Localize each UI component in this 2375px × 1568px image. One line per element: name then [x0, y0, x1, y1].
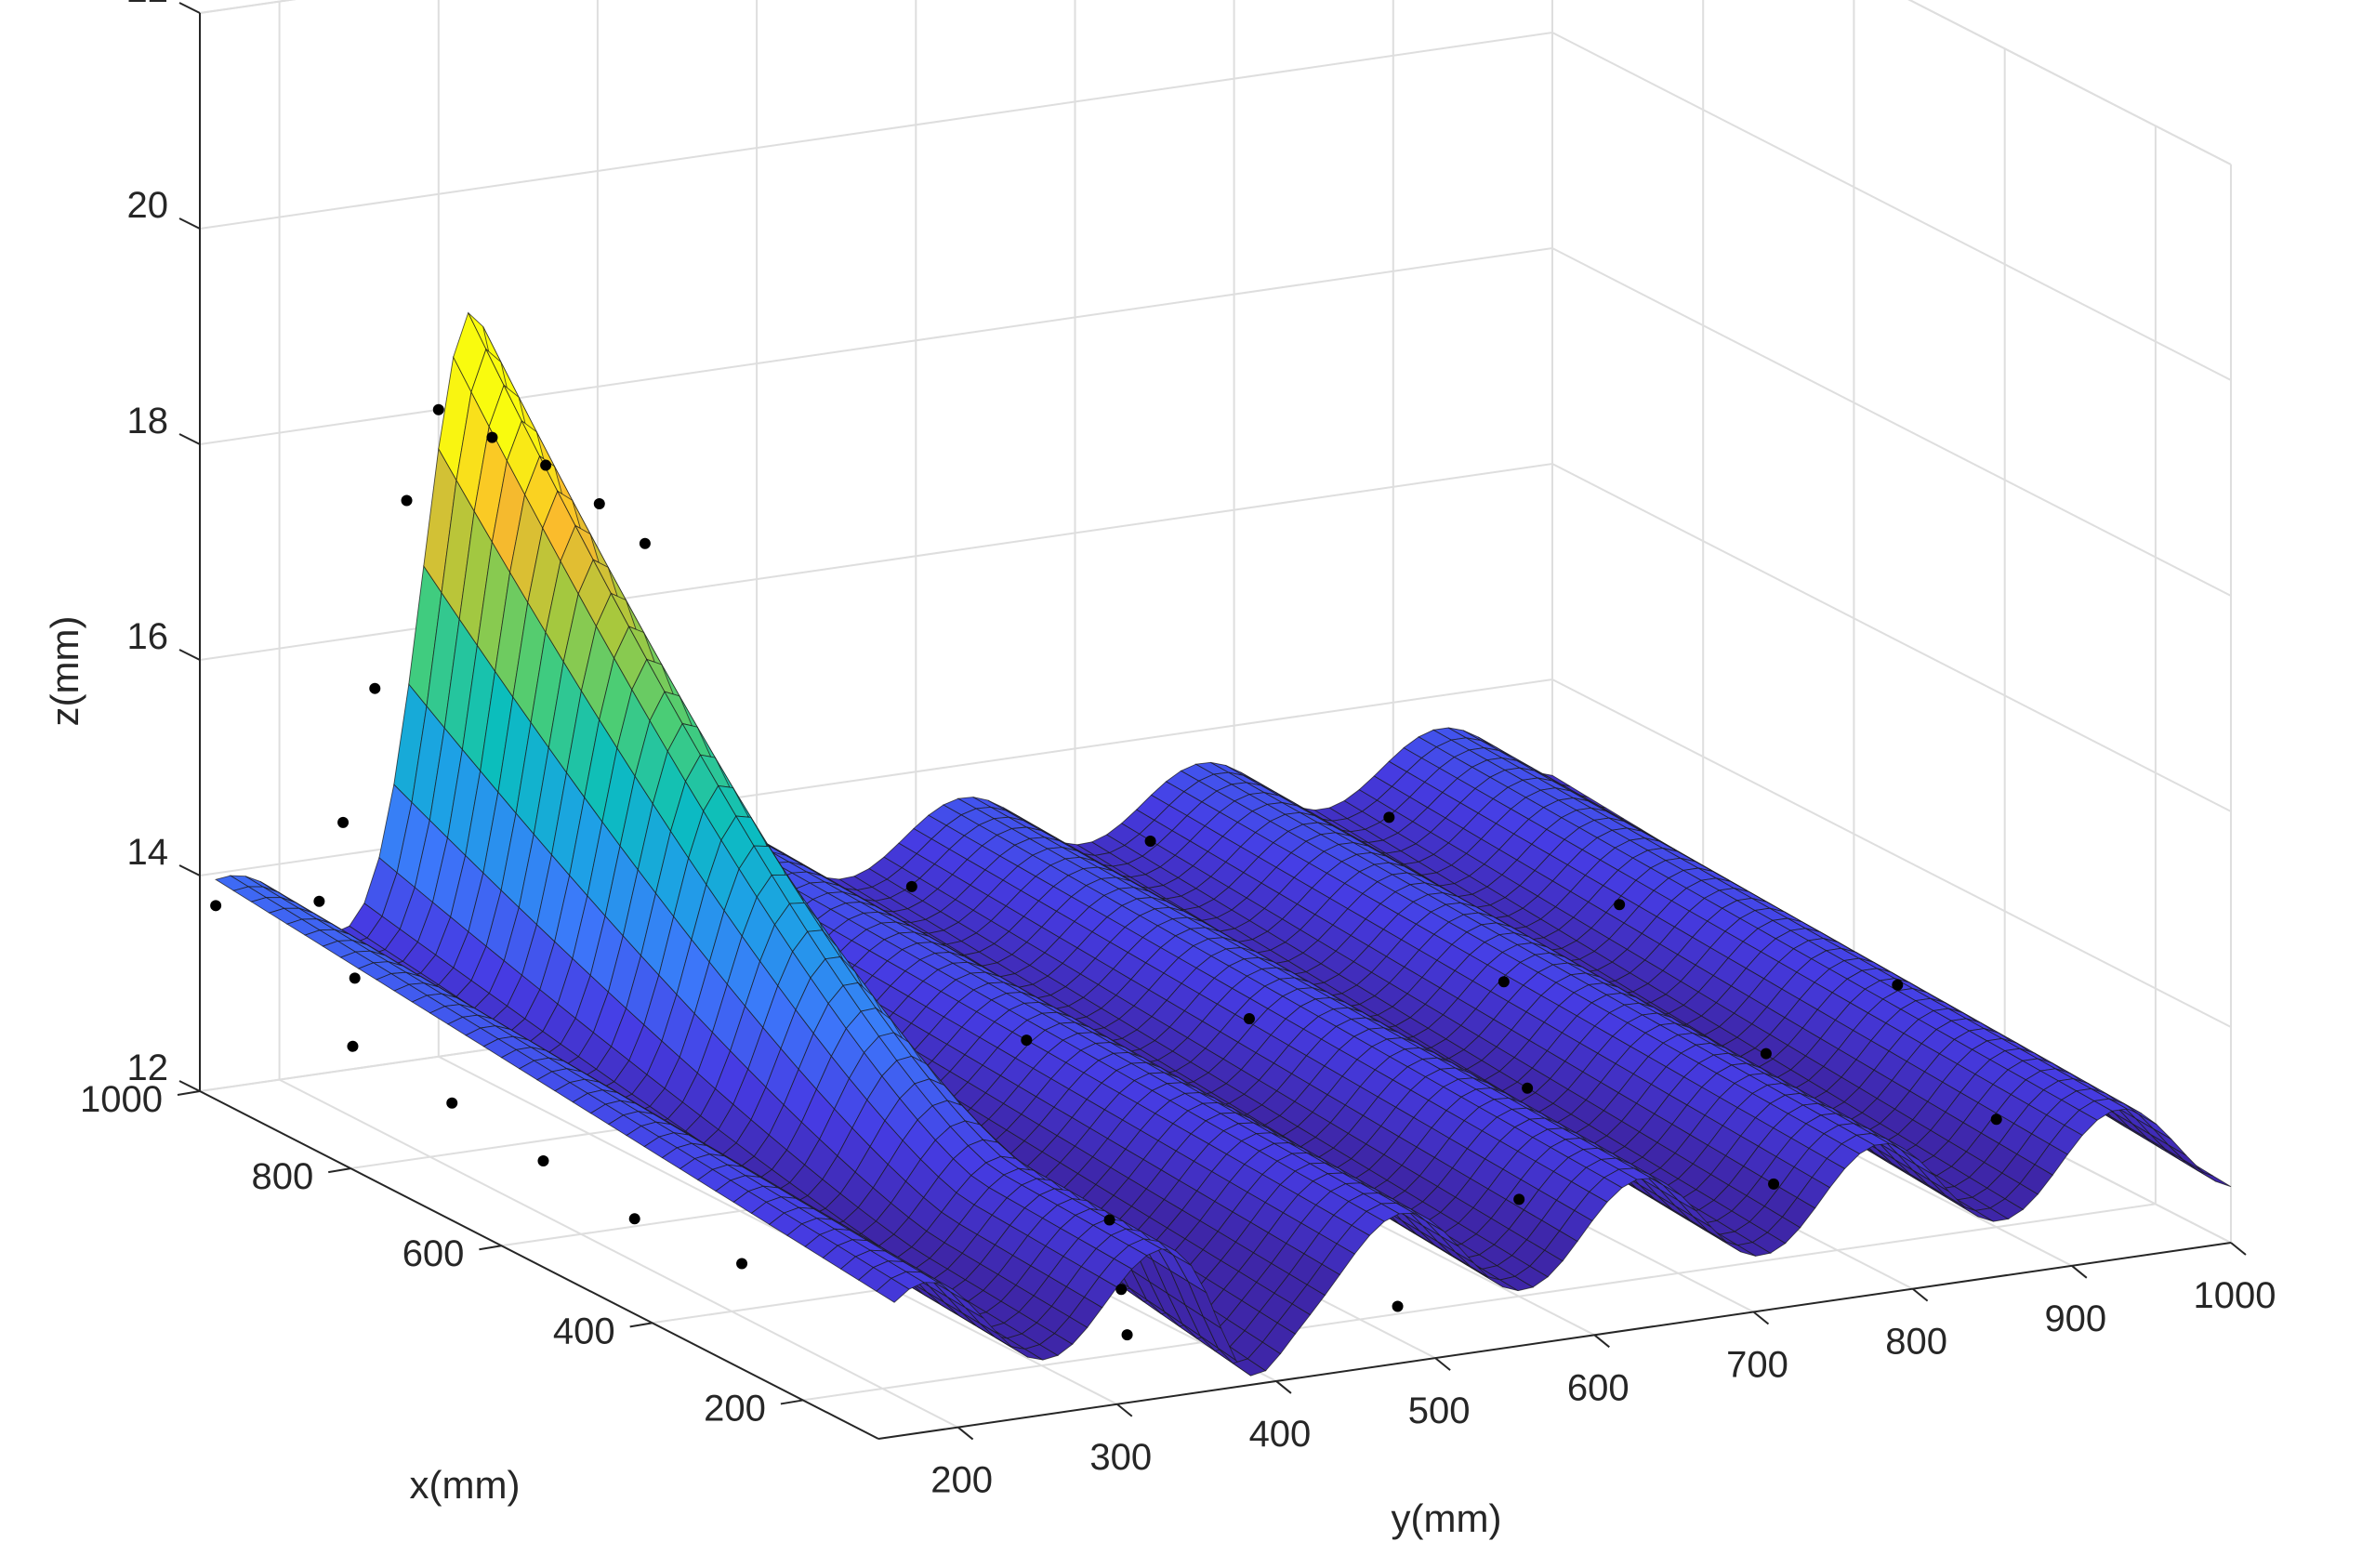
y-tick-label: 300: [1089, 1437, 1152, 1478]
measured-point: [210, 900, 222, 912]
measured-point: [486, 431, 498, 443]
measured-point: [540, 459, 552, 471]
z-tick-label: 20: [127, 185, 169, 226]
measured-point: [639, 537, 651, 549]
measured-point: [432, 403, 444, 415]
y-tick: [1275, 1380, 1292, 1394]
x-tick-label: 200: [704, 1388, 766, 1429]
measured-point: [313, 895, 325, 907]
measured-point: [401, 494, 413, 507]
y-axis-label: y(mm): [1392, 1496, 1502, 1540]
x-tick: [479, 1245, 502, 1251]
x-tick: [328, 1167, 351, 1174]
measured-point: [1383, 811, 1395, 824]
measured-points-layer: [210, 403, 2002, 1341]
x-tick-label: 1000: [80, 1079, 163, 1120]
measured-point: [347, 1040, 359, 1052]
x-tick-label: 400: [553, 1311, 615, 1351]
x-tick: [629, 1322, 653, 1328]
y-tick-label: 400: [1249, 1414, 1312, 1455]
measured-point: [905, 880, 917, 892]
measured-point: [1103, 1214, 1115, 1226]
z-tick: [178, 864, 201, 876]
measured-point: [736, 1258, 748, 1270]
y-tick: [1434, 1357, 1451, 1371]
measured-point: [1760, 1048, 1772, 1060]
z-axis-label: z(mm): [43, 616, 86, 727]
measured-point: [1990, 1113, 2002, 1126]
z-tick: [178, 1080, 201, 1092]
measured-point: [446, 1097, 458, 1109]
y-axis-line: [877, 1242, 2232, 1440]
z-tick-label: 12: [127, 1048, 169, 1088]
z-tick: [178, 649, 201, 661]
measured-point: [337, 816, 350, 828]
y-tick-label: 200: [930, 1460, 993, 1501]
x-tick-label: 600: [402, 1233, 465, 1274]
y-tick: [1752, 1311, 1770, 1325]
x-tick: [780, 1399, 804, 1405]
measured-point: [537, 1155, 549, 1167]
measured-point: [1144, 836, 1156, 848]
box-edge: [1907, 0, 2232, 165]
measured-point: [1614, 899, 1626, 911]
measured-point: [1768, 1178, 1780, 1190]
z-tick: [178, 2, 201, 14]
surface-layer: [214, 311, 2232, 1377]
measured-point: [1121, 1329, 1133, 1341]
measured-point: [1021, 1034, 1033, 1047]
box-edge: [199, 0, 297, 14]
axes-layer: [177, 2, 2247, 1441]
measured-point: [1522, 1082, 1534, 1094]
y-tick-label: 1000: [2194, 1275, 2276, 1316]
surface-patch: [2168, 1144, 2202, 1171]
y-tick: [2071, 1265, 2088, 1279]
z-tick-label: 22: [127, 0, 169, 10]
measured-point: [1892, 979, 1904, 991]
y-tick: [1912, 1287, 1929, 1302]
measured-point: [369, 682, 381, 694]
y-tick: [1116, 1403, 1133, 1417]
y-tick-label: 500: [1408, 1390, 1471, 1431]
z-tick-label: 18: [127, 401, 169, 441]
z-tick: [178, 217, 201, 230]
measured-point: [628, 1213, 640, 1225]
y-tick-label: 900: [2044, 1298, 2106, 1339]
surface-patch: [2197, 1170, 2232, 1188]
x-tick-label: 800: [251, 1156, 313, 1197]
measured-point: [1498, 976, 1510, 988]
labels-layer: 12 14 16 18 20 22 200 400 600 800 1000 200 300 400 500…: [80, 0, 2276, 1501]
z-grid-line: [199, 31, 2232, 381]
z-tick-label: 16: [127, 616, 169, 657]
x-tick: [177, 1090, 201, 1096]
z-tick-label: 14: [127, 832, 169, 873]
measured-point: [593, 498, 605, 510]
y-tick: [1593, 1334, 1610, 1349]
measured-point: [349, 972, 361, 984]
z-tick: [178, 433, 201, 445]
measured-point: [1513, 1193, 1525, 1206]
y-tick-label: 800: [1885, 1322, 1947, 1363]
x-axis-label: x(mm): [410, 1463, 521, 1507]
measured-point: [1115, 1284, 1128, 1296]
measured-point: [1243, 1012, 1255, 1024]
y-tick-label: 700: [1726, 1344, 1788, 1385]
y-tick: [957, 1426, 974, 1441]
x-axis-line: [199, 1090, 879, 1440]
y-tick: [2230, 1242, 2247, 1256]
measured-point: [1392, 1300, 1404, 1312]
y-tick-label: 600: [1567, 1367, 1630, 1408]
